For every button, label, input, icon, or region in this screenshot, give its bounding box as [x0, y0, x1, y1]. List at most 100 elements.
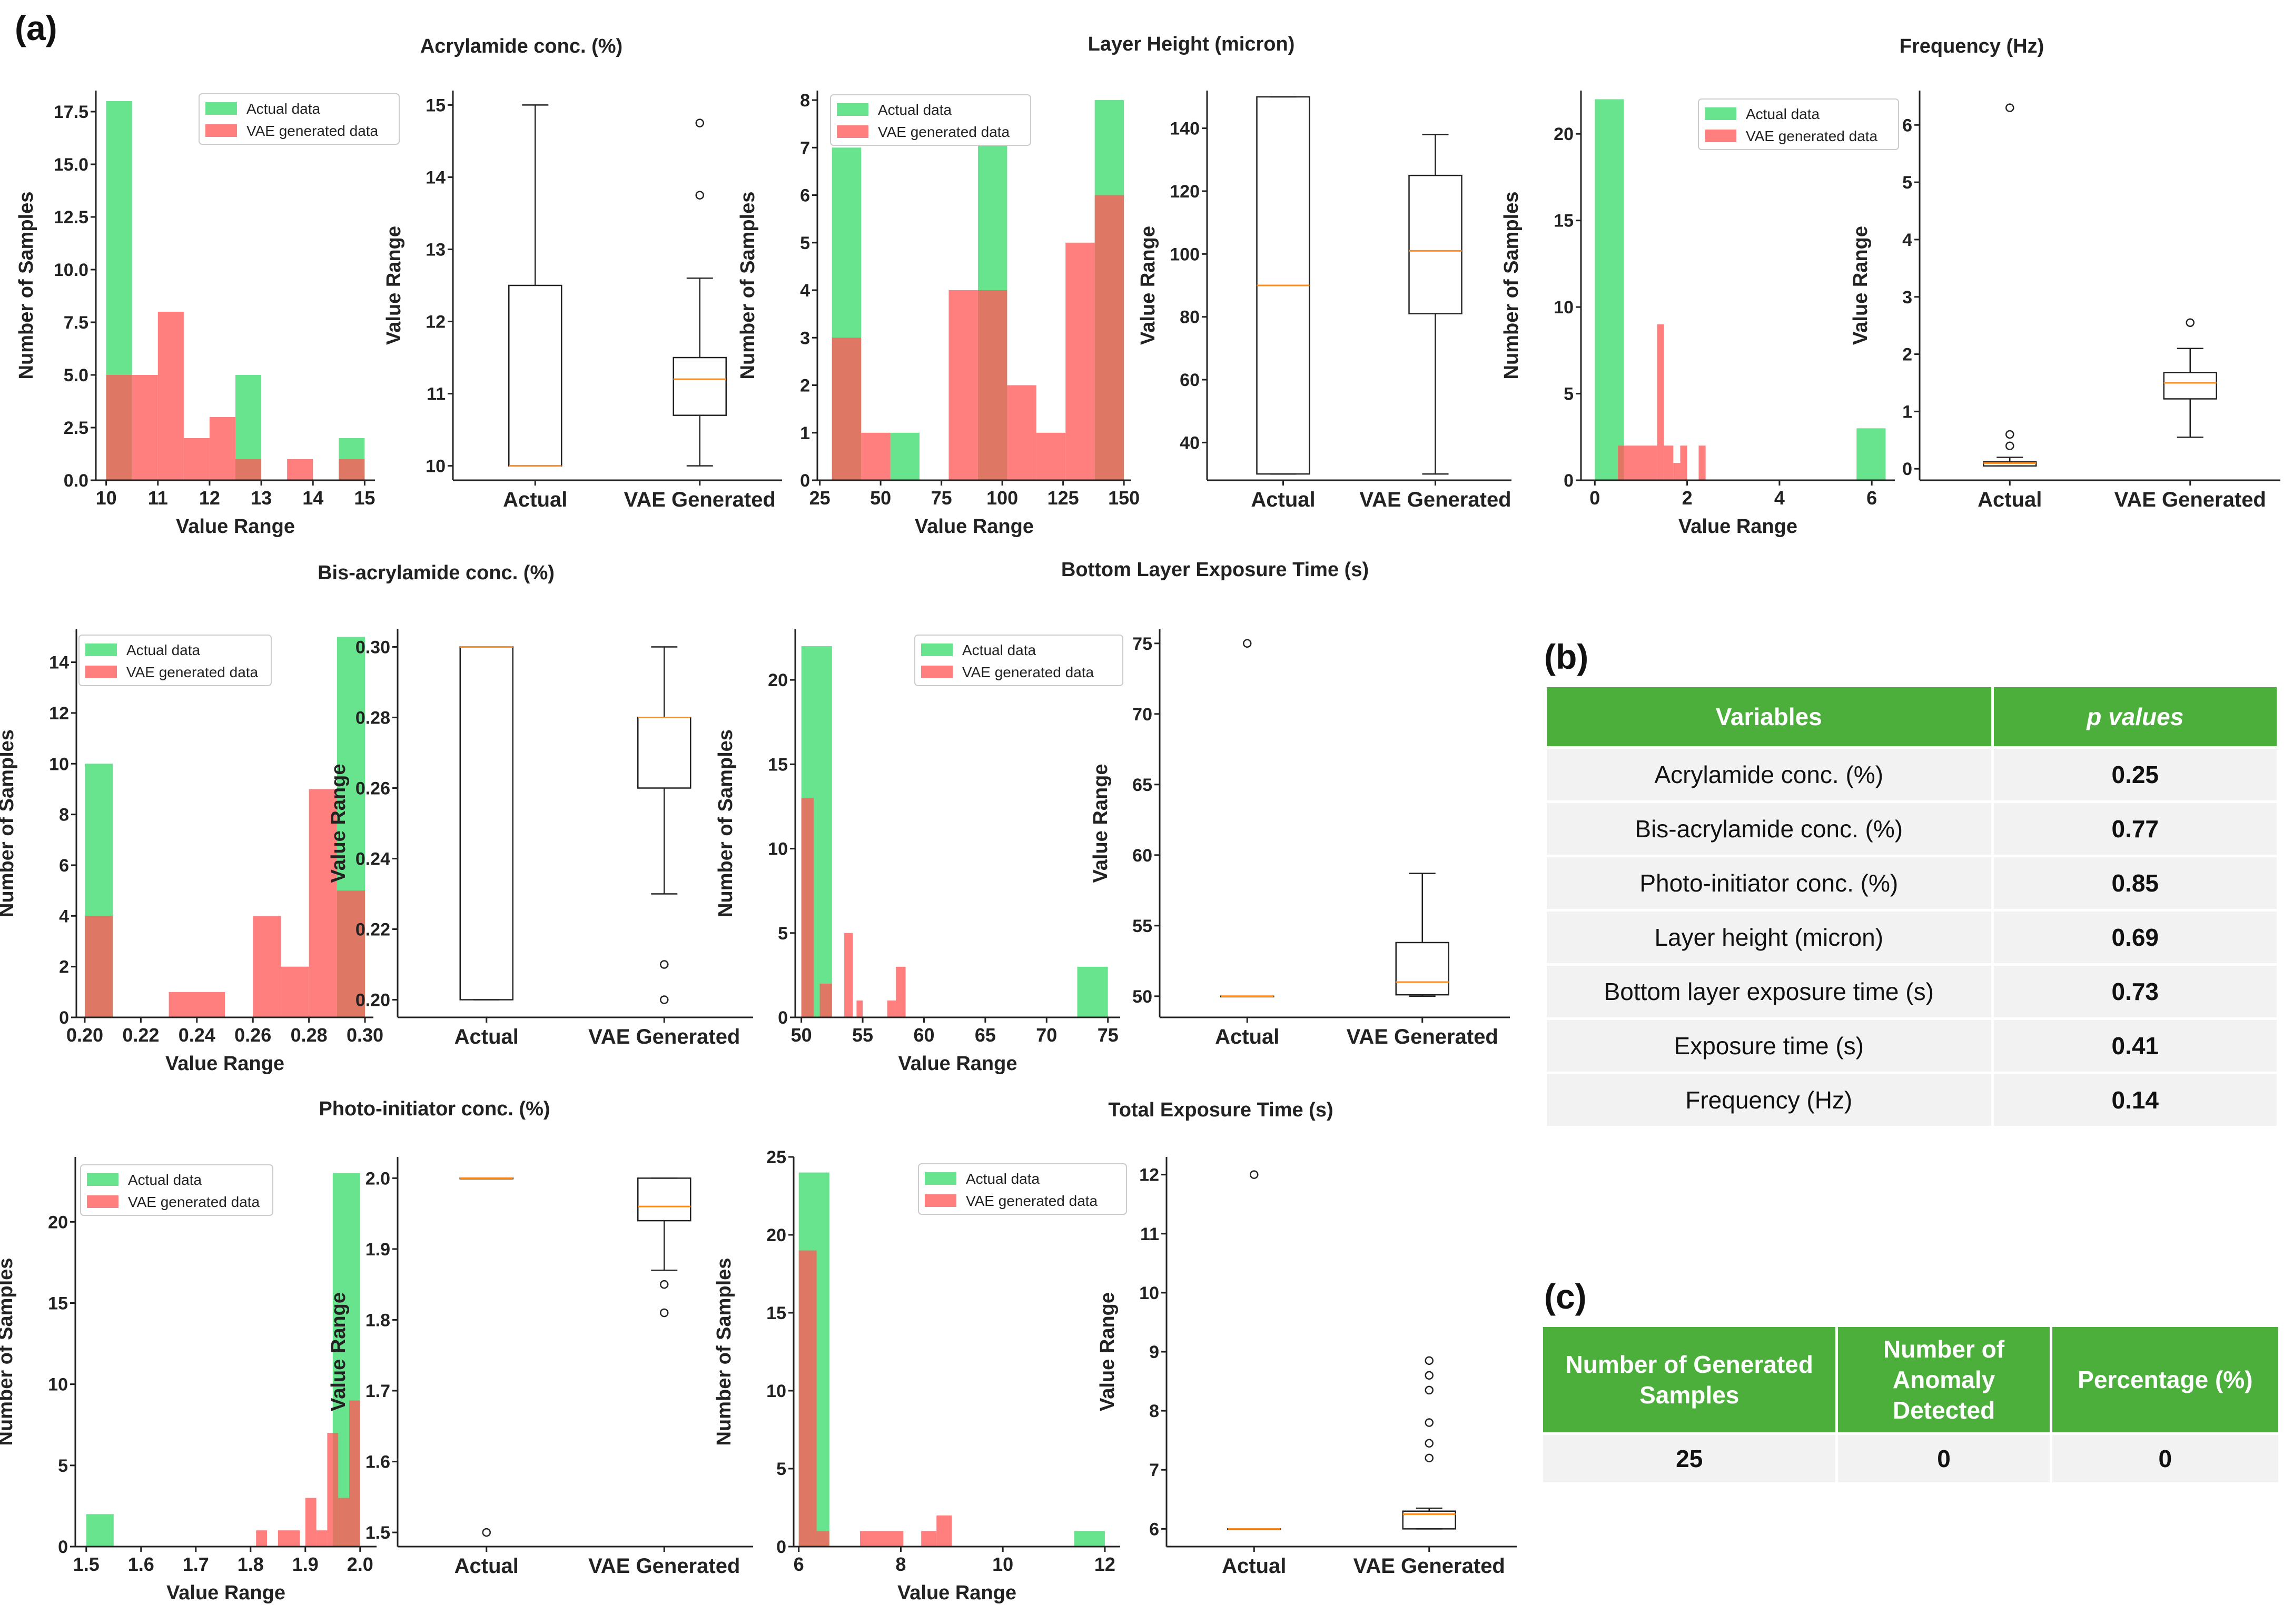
legend-swatch-actual — [837, 103, 868, 116]
hist-x-tick-label: 1.7 — [183, 1553, 209, 1575]
hist-bar-vae — [84, 916, 113, 1017]
box-x-tick-label: VAE Generated — [1347, 1025, 1498, 1048]
hist-x-tick-label: 14 — [302, 487, 323, 509]
variable-cell: Exposure time (s) — [1544, 1017, 1994, 1074]
hist-y-tick-label: 8 — [800, 91, 810, 111]
hist-x-tick-label: 8 — [895, 1553, 906, 1575]
box-y-tick-label: 11 — [1140, 1224, 1159, 1244]
hist-x-tick-label: 60 — [913, 1024, 934, 1046]
hist-bar-vae — [235, 459, 262, 480]
legend-swatch-actual — [87, 1173, 118, 1186]
box-outlier-vae — [1425, 1385, 1434, 1395]
box-y-tick-label: 0.20 — [355, 991, 390, 1011]
hist-y-tick-label: 20 — [48, 1212, 68, 1232]
box-y-tick-label: 50 — [1132, 987, 1152, 1007]
hist-x-tick-label: 65 — [975, 1024, 996, 1046]
hist-bar-vae — [1007, 385, 1036, 480]
box-outlier-actual — [1250, 1170, 1259, 1179]
legend-swatch-vae — [1705, 130, 1736, 142]
hist-bar-vae — [1094, 195, 1124, 480]
box-outlier-vae — [1425, 1418, 1434, 1427]
box-y-label: Value Range — [328, 1292, 350, 1411]
table-header-row: Variables p values — [1544, 685, 2279, 749]
box-outlier-actual — [2005, 441, 2014, 450]
chart-title: Frequency (Hz) — [1900, 35, 2044, 57]
hist-bar-vae — [281, 966, 309, 1017]
legend-box — [199, 93, 400, 145]
hist-bar-vae — [183, 438, 210, 480]
hist-x-tick-label: 6 — [1866, 487, 1877, 509]
hist-x-tick-label: 11 — [148, 487, 168, 509]
hist-y-tick-label: 17.5 — [54, 102, 88, 122]
box-outlier-vae — [660, 960, 669, 969]
hist-x-tick-label: 6 — [794, 1553, 804, 1575]
hist-x-label: Value Range — [166, 1582, 285, 1604]
hist-y-tick-label: 10 — [49, 754, 69, 774]
box-x-tick-label: Actual — [1215, 1025, 1279, 1048]
hist-bar-vae — [921, 1531, 937, 1547]
legend-swatch-actual — [205, 102, 237, 115]
legend-label-actual: Actual data — [246, 101, 321, 117]
hist-y-tick-label: 15 — [48, 1294, 68, 1314]
hist-x-tick-label: 0.20 — [66, 1024, 103, 1046]
box-y-tick-label: 14 — [426, 167, 446, 187]
hist-bar-vae — [287, 459, 313, 480]
hist-bar-vae — [861, 432, 891, 480]
box-outlier-actual — [1243, 639, 1252, 648]
hist-bar-vae — [1664, 445, 1674, 480]
box-y-tick-label: 2 — [1902, 345, 1912, 365]
hist-bar-vae — [327, 1433, 339, 1547]
hist-bar-vae — [209, 417, 235, 480]
box-y-tick-label: 1.7 — [365, 1381, 390, 1401]
hist-bar-vae — [106, 375, 132, 480]
hist-bar-vae — [1618, 445, 1657, 480]
chart-title: Bottom Layer Exposure Time (s) — [1061, 559, 1369, 581]
hist-bar-actual — [1856, 428, 1886, 480]
hist-bar-vae — [816, 1531, 829, 1547]
p-value-cell: 0.85 — [1991, 855, 2279, 912]
legend-label-actual: Actual data — [962, 642, 1036, 658]
box-y-tick-label: 12 — [426, 312, 446, 332]
box-body-actual — [459, 646, 513, 1001]
hist-y-label: Number of Samples — [0, 729, 18, 917]
hist-y-tick-label: 12 — [49, 704, 69, 724]
hist-y-tick-label: 8 — [59, 805, 69, 825]
chart-title: Total Exposure Time (s) — [1108, 1099, 1333, 1121]
legend-box — [830, 94, 1031, 146]
hist-bar-vae — [832, 338, 862, 480]
chart-4: Bottom Layer Exposure Time (s)50 55 60 65 70… — [715, 559, 1510, 1075]
table-header-row: Number of Generated Samples Number of An… — [1540, 1324, 2281, 1435]
box-y-tick-label: 11 — [427, 384, 446, 404]
hist-y-tick-label: 5 — [1564, 384, 1574, 404]
legend-swatch-vae — [87, 1195, 118, 1208]
box-body-vae — [1408, 174, 1462, 314]
box-y-tick-label: 0.28 — [355, 708, 390, 728]
hist-x-tick-label: 50 — [870, 487, 891, 509]
box-y-tick-label: 6 — [1149, 1519, 1159, 1539]
box-y-tick-label: 9 — [1149, 1342, 1159, 1362]
box-y-tick-label: 100 — [1170, 244, 1200, 264]
header-p-values-label: p values — [2087, 703, 2184, 730]
box-y-label: Value Range — [383, 226, 405, 345]
hist-bar-vae — [1036, 432, 1066, 480]
box-x-tick-label: Actual — [454, 1554, 519, 1578]
hist-y-tick-label: 20 — [1554, 124, 1574, 144]
box-y-tick-label: 15 — [426, 95, 446, 115]
hist-y-tick-label: 15 — [766, 1303, 786, 1323]
box-y-tick-label: 1.6 — [365, 1452, 390, 1472]
p-values-table: Variables p values Acrylamide conc. (%) 0… — [1544, 685, 2279, 1128]
hist-y-label: Number of Samples — [715, 729, 737, 917]
hist-bar-vae — [1698, 445, 1706, 480]
box-y-tick-label: 0 — [1902, 459, 1912, 479]
box-outlier-vae — [1425, 1371, 1434, 1380]
hist-y-tick-label: 2 — [59, 957, 69, 977]
box-y-tick-label: 10 — [1139, 1283, 1159, 1303]
hist-x-tick-label: 1.9 — [292, 1553, 319, 1575]
hist-y-tick-label: 0 — [778, 1008, 788, 1028]
hist-bar-vae — [157, 312, 184, 480]
p-value-cell: 0.73 — [1991, 963, 2279, 1020]
hist-y-tick-label: 2.5 — [64, 418, 88, 438]
hist-x-tick-label: 2.0 — [347, 1553, 373, 1575]
p-value-cell: 0.41 — [1991, 1017, 2279, 1074]
legend-label-vae: VAE generated data — [128, 1194, 260, 1210]
